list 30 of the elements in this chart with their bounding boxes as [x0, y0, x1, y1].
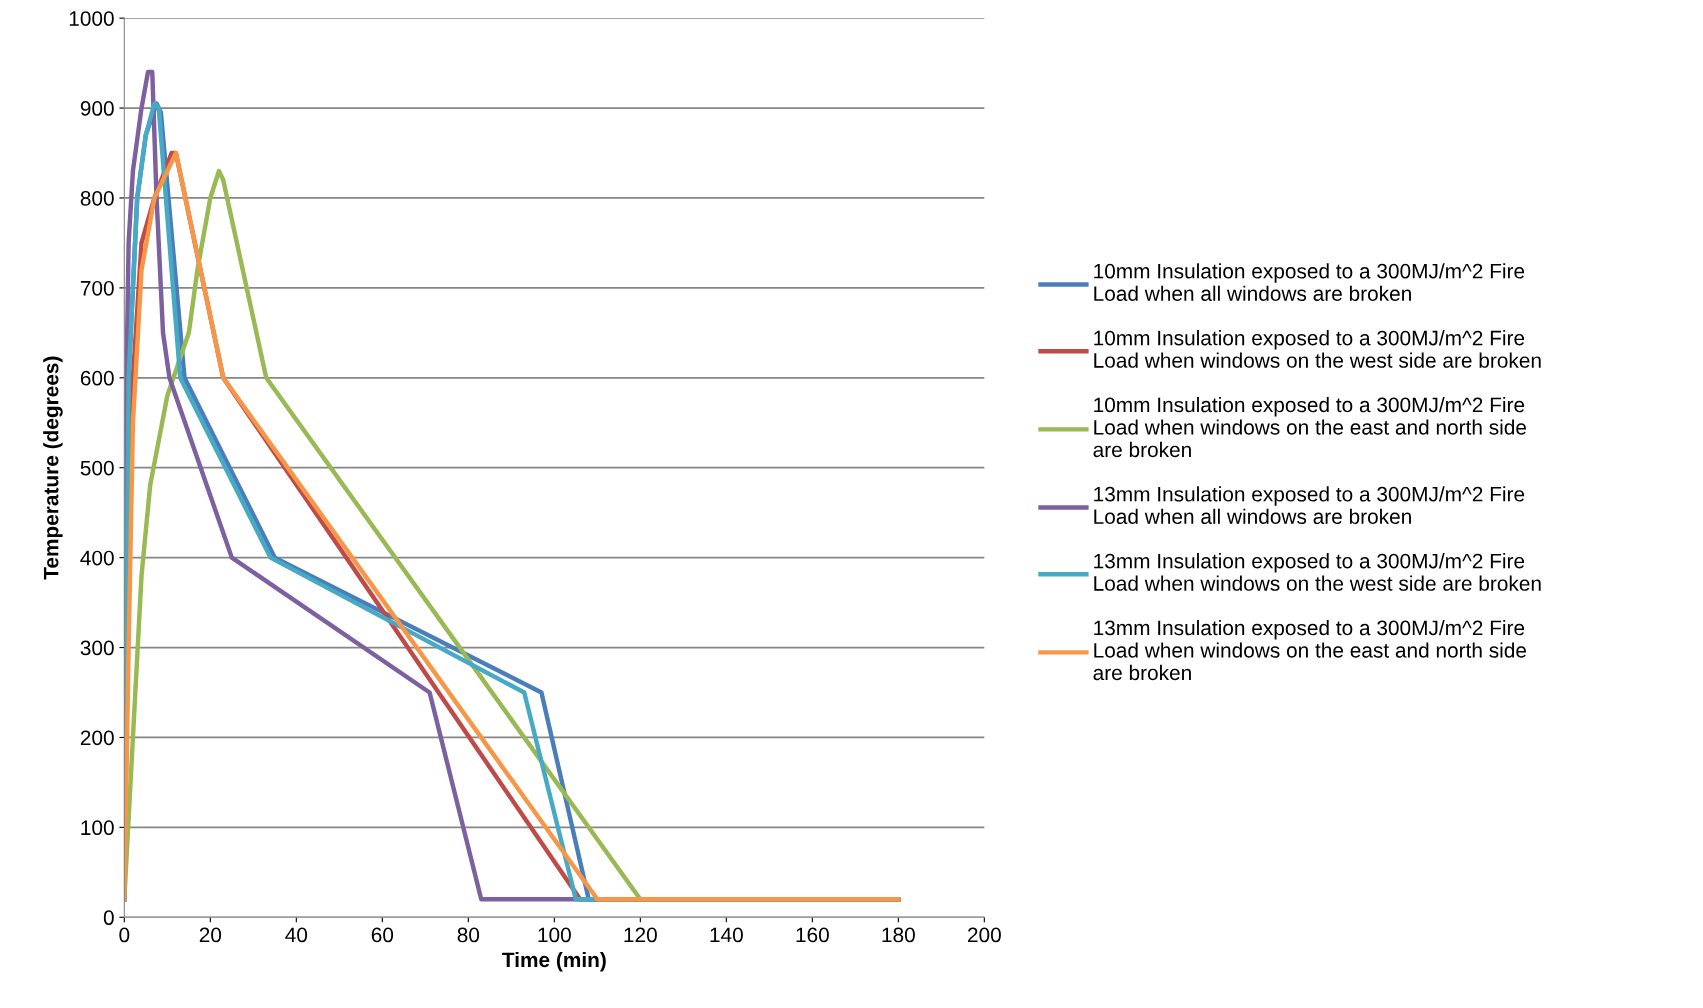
y-axis-title: Temperature (degrees) [43, 356, 63, 580]
legend-label: 10mm Insulation exposed to a 300MJ/m^2 Fire Load when windows on the east and north side are broken [1093, 396, 1527, 458]
legend-label: 10mm Insulation exposed to a 300MJ/m^2 Fire Load when windows on the west side are broken [1094, 330, 1541, 368]
x-tick-label: 80 [457, 927, 480, 943]
y-tick-label: 0 [103, 910, 114, 926]
y-tick-label: 1000 [69, 11, 114, 26]
y-tick-label: 800 [80, 190, 114, 206]
y-tick-label: 300 [80, 640, 114, 656]
x-tick-label: 200 [968, 927, 1001, 943]
legend-label: 13mm Insulation exposed to a 300MJ/m^2 Fire Load when windows on the west side are broken [1094, 553, 1541, 591]
y-tick-label: 700 [80, 280, 114, 296]
x-tick-label: 180 [882, 927, 915, 943]
y-tick-label: 400 [80, 550, 114, 566]
y-tick-label: 600 [80, 370, 114, 386]
y-tick-label: 200 [80, 730, 114, 746]
x-tick-label: 140 [710, 927, 743, 943]
x-tick-label: 60 [371, 927, 394, 943]
x-axis-title: Time (min) [502, 951, 606, 972]
x-tick-label: 160 [796, 927, 829, 943]
x-tick-label: 100 [538, 927, 571, 943]
x-tick-label: 120 [624, 927, 657, 943]
y-tick-label: 900 [80, 101, 114, 116]
legend-label: 13mm Insulation exposed to a 300MJ/m^2 Fire Load when windows on the east and north side are broken [1093, 619, 1527, 681]
x-tick-label: 40 [285, 927, 308, 943]
x-tick-label: 20 [199, 927, 222, 943]
x-tick-label: 0 [119, 927, 130, 943]
legend-label: 10mm Insulation exposed to a 300MJ/m^2 Fire Load when all windows are broken [1094, 263, 1525, 301]
y-tick-label: 100 [81, 820, 114, 836]
y-tick-label: 500 [80, 460, 114, 476]
legend-label: 13mm Insulation exposed to a 300MJ/m^2 Fire Load when all windows are broken [1094, 486, 1525, 524]
